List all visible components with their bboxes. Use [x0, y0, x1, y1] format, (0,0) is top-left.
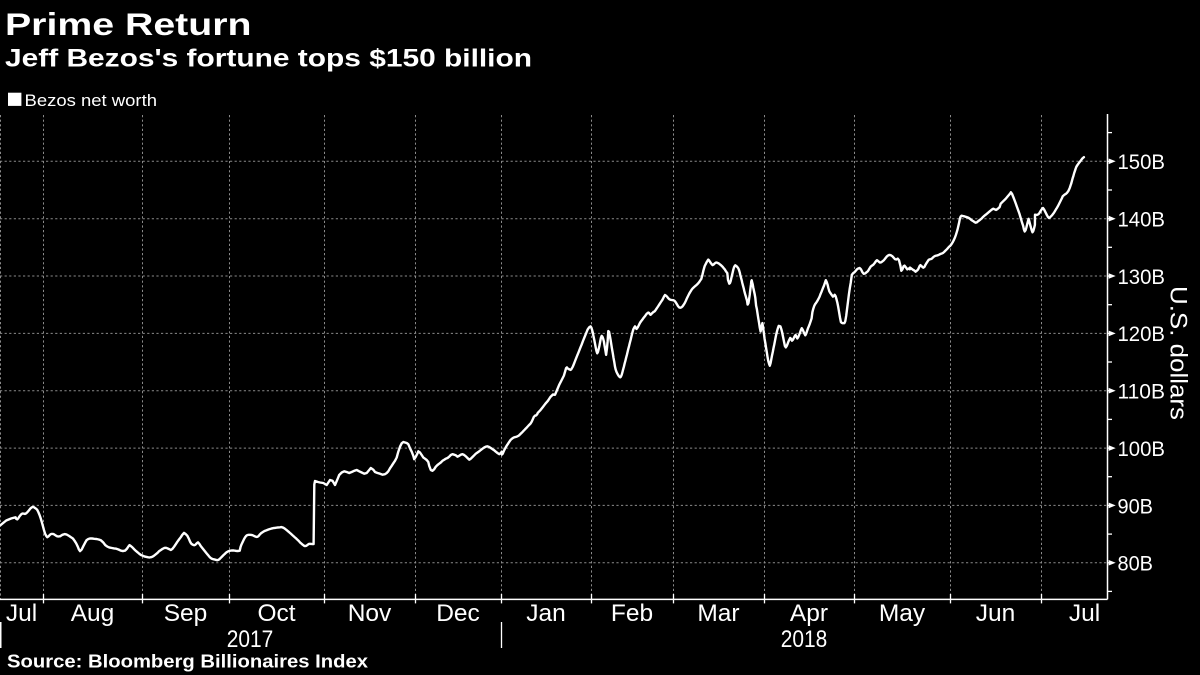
svg-text:100B: 100B [1118, 437, 1166, 461]
svg-text:May: May [879, 600, 926, 627]
svg-text:150B: 150B [1118, 150, 1166, 174]
svg-text:2017: 2017 [227, 626, 274, 653]
svg-text:130B: 130B [1118, 265, 1166, 289]
svg-text:Jul: Jul [6, 600, 37, 627]
svg-text:Jun: Jun [976, 600, 1016, 627]
svg-text:140B: 140B [1118, 208, 1166, 232]
svg-text:Aug: Aug [71, 600, 115, 627]
svg-text:Nov: Nov [348, 600, 392, 627]
svg-text:Oct: Oct [257, 600, 295, 627]
svg-text:Mar: Mar [697, 600, 739, 627]
svg-text:Feb: Feb [611, 600, 653, 627]
svg-text:90B: 90B [1118, 494, 1154, 518]
svg-text:Prime Return: Prime Return [5, 6, 252, 42]
svg-text:110B: 110B [1118, 380, 1166, 404]
svg-text:120B: 120B [1118, 322, 1166, 346]
svg-text:Apr: Apr [790, 600, 828, 627]
svg-text:2018: 2018 [781, 626, 828, 653]
svg-text:Jan: Jan [526, 600, 566, 627]
svg-text:Jeff Bezos's fortune tops $150: Jeff Bezos's fortune tops $150 billion [5, 45, 532, 73]
svg-text:Bezos net worth: Bezos net worth [25, 92, 158, 110]
svg-text:Sep: Sep [164, 600, 208, 627]
svg-text:Jul: Jul [1069, 600, 1100, 627]
svg-text:U.S. dollars: U.S. dollars [1165, 286, 1192, 420]
svg-text:Source: Bloomberg Billionaires: Source: Bloomberg Billionaires Index [7, 651, 369, 672]
svg-text:Dec: Dec [436, 600, 480, 627]
svg-text:80B: 80B [1118, 552, 1154, 576]
